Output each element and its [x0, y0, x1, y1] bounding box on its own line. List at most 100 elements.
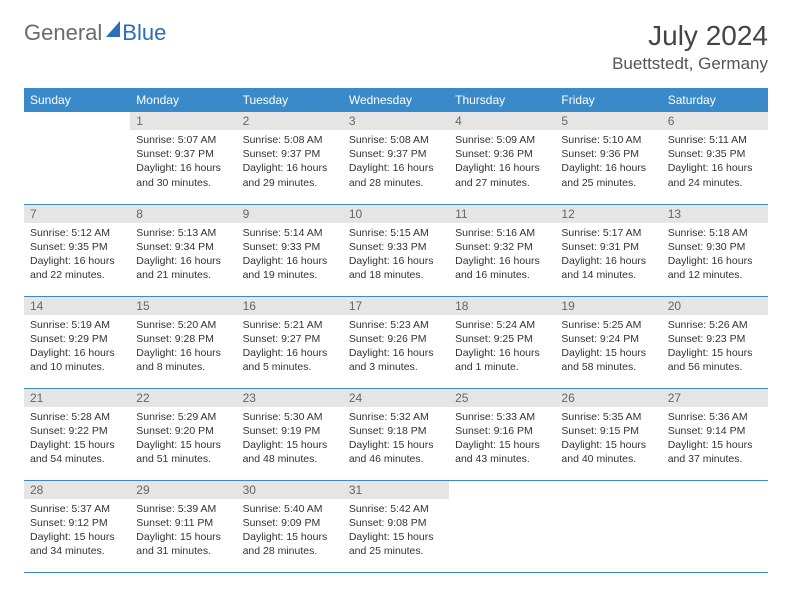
calendar-cell: 31Sunrise: 5:42 AMSunset: 9:08 PMDayligh…: [343, 480, 449, 572]
sunrise-text: Sunrise: 5:26 AM: [668, 318, 762, 332]
daylight-text: Daylight: 16 hours and 8 minutes.: [136, 346, 230, 374]
cell-body: Sunrise: 5:13 AMSunset: 9:34 PMDaylight:…: [130, 223, 236, 286]
calendar-cell: 19Sunrise: 5:25 AMSunset: 9:24 PMDayligh…: [555, 296, 661, 388]
cell-body: Sunrise: 5:37 AMSunset: 9:12 PMDaylight:…: [24, 499, 130, 562]
day-number: 21: [24, 389, 130, 407]
sunrise-text: Sunrise: 5:10 AM: [561, 133, 655, 147]
day-number: 20: [662, 297, 768, 315]
cell-body: Sunrise: 5:18 AMSunset: 9:30 PMDaylight:…: [662, 223, 768, 286]
daylight-text: Daylight: 15 hours and 28 minutes.: [243, 530, 337, 558]
cell-body: Sunrise: 5:36 AMSunset: 9:14 PMDaylight:…: [662, 407, 768, 470]
calendar-cell: 24Sunrise: 5:32 AMSunset: 9:18 PMDayligh…: [343, 388, 449, 480]
calendar-cell: 5Sunrise: 5:10 AMSunset: 9:36 PMDaylight…: [555, 112, 661, 204]
sunrise-text: Sunrise: 5:17 AM: [561, 226, 655, 240]
daylight-text: Daylight: 16 hours and 14 minutes.: [561, 254, 655, 282]
daylight-text: Daylight: 15 hours and 56 minutes.: [668, 346, 762, 374]
day-number: 22: [130, 389, 236, 407]
sunrise-text: Sunrise: 5:36 AM: [668, 410, 762, 424]
day-number: 12: [555, 205, 661, 223]
daylight-text: Daylight: 15 hours and 37 minutes.: [668, 438, 762, 466]
sunrise-text: Sunrise: 5:09 AM: [455, 133, 549, 147]
cell-body: Sunrise: 5:21 AMSunset: 9:27 PMDaylight:…: [237, 315, 343, 378]
calendar-cell: 28Sunrise: 5:37 AMSunset: 9:12 PMDayligh…: [24, 480, 130, 572]
cell-body: Sunrise: 5:40 AMSunset: 9:09 PMDaylight:…: [237, 499, 343, 562]
sunset-text: Sunset: 9:24 PM: [561, 332, 655, 346]
sunrise-text: Sunrise: 5:40 AM: [243, 502, 337, 516]
calendar-cell: 4Sunrise: 5:09 AMSunset: 9:36 PMDaylight…: [449, 112, 555, 204]
day-number: 1: [130, 112, 236, 130]
calendar-cell: 9Sunrise: 5:14 AMSunset: 9:33 PMDaylight…: [237, 204, 343, 296]
cell-body: Sunrise: 5:26 AMSunset: 9:23 PMDaylight:…: [662, 315, 768, 378]
cell-body: Sunrise: 5:09 AMSunset: 9:36 PMDaylight:…: [449, 130, 555, 193]
sunset-text: Sunset: 9:12 PM: [30, 516, 124, 530]
sunrise-text: Sunrise: 5:21 AM: [243, 318, 337, 332]
sunset-text: Sunset: 9:37 PM: [136, 147, 230, 161]
calendar-cell: 13Sunrise: 5:18 AMSunset: 9:30 PMDayligh…: [662, 204, 768, 296]
cell-body: Sunrise: 5:10 AMSunset: 9:36 PMDaylight:…: [555, 130, 661, 193]
weekday-header: Wednesday: [343, 88, 449, 112]
month-title: July 2024: [612, 20, 768, 52]
sunrise-text: Sunrise: 5:19 AM: [30, 318, 124, 332]
sunset-text: Sunset: 9:09 PM: [243, 516, 337, 530]
daylight-text: Daylight: 16 hours and 25 minutes.: [561, 161, 655, 189]
cell-body: Sunrise: 5:30 AMSunset: 9:19 PMDaylight:…: [237, 407, 343, 470]
cell-body: Sunrise: 5:07 AMSunset: 9:37 PMDaylight:…: [130, 130, 236, 193]
weekday-header: Tuesday: [237, 88, 343, 112]
daylight-text: Daylight: 15 hours and 40 minutes.: [561, 438, 655, 466]
sunset-text: Sunset: 9:35 PM: [668, 147, 762, 161]
sunset-text: Sunset: 9:33 PM: [243, 240, 337, 254]
calendar-week-row: 7Sunrise: 5:12 AMSunset: 9:35 PMDaylight…: [24, 204, 768, 296]
sunset-text: Sunset: 9:35 PM: [30, 240, 124, 254]
logo-triangle-icon: [106, 21, 120, 37]
sunset-text: Sunset: 9:37 PM: [243, 147, 337, 161]
day-number: 13: [662, 205, 768, 223]
calendar-week-row: 21Sunrise: 5:28 AMSunset: 9:22 PMDayligh…: [24, 388, 768, 480]
cell-body: Sunrise: 5:20 AMSunset: 9:28 PMDaylight:…: [130, 315, 236, 378]
sunset-text: Sunset: 9:34 PM: [136, 240, 230, 254]
day-number: 2: [237, 112, 343, 130]
day-number: 16: [237, 297, 343, 315]
daylight-text: Daylight: 15 hours and 34 minutes.: [30, 530, 124, 558]
daylight-text: Daylight: 16 hours and 12 minutes.: [668, 254, 762, 282]
daylight-text: Daylight: 15 hours and 54 minutes.: [30, 438, 124, 466]
daylight-text: Daylight: 15 hours and 25 minutes.: [349, 530, 443, 558]
cell-body: Sunrise: 5:23 AMSunset: 9:26 PMDaylight:…: [343, 315, 449, 378]
calendar-week-row: 28Sunrise: 5:37 AMSunset: 9:12 PMDayligh…: [24, 480, 768, 572]
cell-body: Sunrise: 5:35 AMSunset: 9:15 PMDaylight:…: [555, 407, 661, 470]
calendar-cell: 16Sunrise: 5:21 AMSunset: 9:27 PMDayligh…: [237, 296, 343, 388]
sunrise-text: Sunrise: 5:11 AM: [668, 133, 762, 147]
cell-body: Sunrise: 5:25 AMSunset: 9:24 PMDaylight:…: [555, 315, 661, 378]
sunrise-text: Sunrise: 5:13 AM: [136, 226, 230, 240]
sunset-text: Sunset: 9:11 PM: [136, 516, 230, 530]
cell-body: Sunrise: 5:19 AMSunset: 9:29 PMDaylight:…: [24, 315, 130, 378]
sunrise-text: Sunrise: 5:32 AM: [349, 410, 443, 424]
cell-body: Sunrise: 5:39 AMSunset: 9:11 PMDaylight:…: [130, 499, 236, 562]
day-number: 7: [24, 205, 130, 223]
calendar-cell: 2Sunrise: 5:08 AMSunset: 9:37 PMDaylight…: [237, 112, 343, 204]
daylight-text: Daylight: 16 hours and 21 minutes.: [136, 254, 230, 282]
daylight-text: Daylight: 15 hours and 51 minutes.: [136, 438, 230, 466]
sunset-text: Sunset: 9:19 PM: [243, 424, 337, 438]
sunrise-text: Sunrise: 5:23 AM: [349, 318, 443, 332]
cell-body: Sunrise: 5:42 AMSunset: 9:08 PMDaylight:…: [343, 499, 449, 562]
weekday-header: Friday: [555, 88, 661, 112]
day-number: 14: [24, 297, 130, 315]
sunrise-text: Sunrise: 5:18 AM: [668, 226, 762, 240]
calendar-cell: 15Sunrise: 5:20 AMSunset: 9:28 PMDayligh…: [130, 296, 236, 388]
daylight-text: Daylight: 16 hours and 24 minutes.: [668, 161, 762, 189]
cell-body: Sunrise: 5:32 AMSunset: 9:18 PMDaylight:…: [343, 407, 449, 470]
calendar-cell: 6Sunrise: 5:11 AMSunset: 9:35 PMDaylight…: [662, 112, 768, 204]
logo-text-general: General: [24, 20, 102, 46]
sunset-text: Sunset: 9:30 PM: [668, 240, 762, 254]
cell-body: Sunrise: 5:12 AMSunset: 9:35 PMDaylight:…: [24, 223, 130, 286]
daylight-text: Daylight: 16 hours and 30 minutes.: [136, 161, 230, 189]
sunset-text: Sunset: 9:28 PM: [136, 332, 230, 346]
calendar-cell: 8Sunrise: 5:13 AMSunset: 9:34 PMDaylight…: [130, 204, 236, 296]
calendar-cell: 14Sunrise: 5:19 AMSunset: 9:29 PMDayligh…: [24, 296, 130, 388]
sunset-text: Sunset: 9:16 PM: [455, 424, 549, 438]
sunrise-text: Sunrise: 5:42 AM: [349, 502, 443, 516]
calendar-cell: 22Sunrise: 5:29 AMSunset: 9:20 PMDayligh…: [130, 388, 236, 480]
sunset-text: Sunset: 9:15 PM: [561, 424, 655, 438]
day-number: 23: [237, 389, 343, 407]
header: General Blue July 2024 Buettstedt, Germa…: [24, 20, 768, 74]
